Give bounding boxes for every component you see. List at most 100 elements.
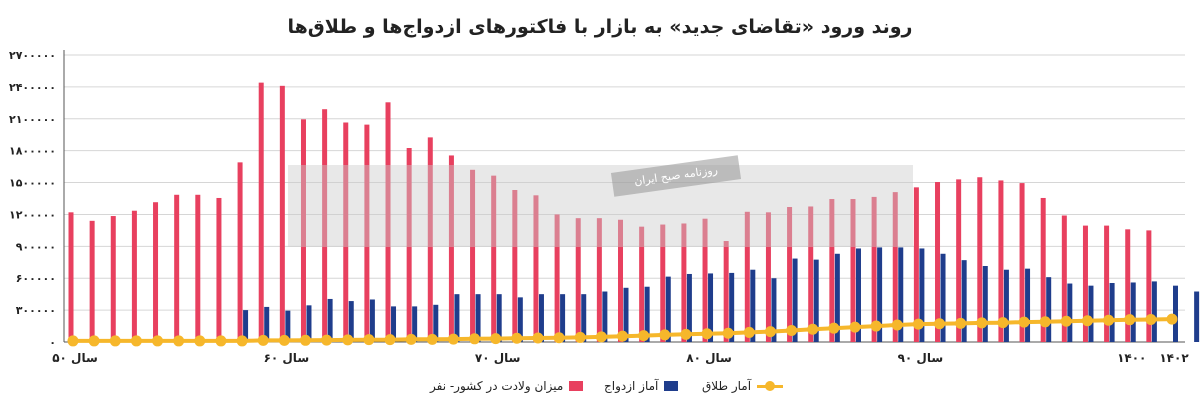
marriage-bar	[306, 305, 312, 342]
divorce-point	[828, 322, 840, 334]
y-tick-label: ۰	[49, 336, 56, 349]
marriage-bar	[454, 294, 460, 342]
divorce-point	[278, 334, 290, 346]
marriage-bar	[517, 297, 523, 342]
birth-bar	[681, 223, 687, 342]
x-tick-label: سال ۶۰	[264, 351, 310, 365]
birth-bar	[89, 220, 95, 342]
legend-item-births: میزان ولادت در کشور- نفر	[430, 376, 584, 396]
marriage-bar	[729, 272, 735, 342]
y-tick-label: ۲۷۰۰۰۰۰	[9, 49, 56, 62]
birth-bar	[892, 192, 898, 342]
birth-bar	[850, 199, 856, 342]
legend-swatch-divorces	[757, 381, 784, 391]
birth-bar	[702, 218, 708, 342]
legend-label-divorces: آمار طلاق	[702, 379, 752, 393]
divorce-point	[384, 334, 396, 346]
divorce-point	[997, 317, 1009, 329]
legend-item-divorces: آمار طلاق	[702, 376, 784, 396]
marriage-bar	[1067, 283, 1073, 342]
divorce-point	[109, 335, 121, 347]
birth-bar	[1146, 230, 1152, 342]
divorce-point	[912, 318, 924, 330]
divorce-point	[786, 325, 798, 337]
marriage-bar	[1046, 277, 1052, 342]
y-tick-label: ۹۰۰۰۰۰	[16, 240, 56, 253]
birth-bar	[322, 109, 328, 342]
marriage-bar	[919, 248, 925, 342]
birth-bar	[913, 187, 919, 342]
marriage-bar	[813, 259, 819, 342]
y-tick-label: ۲۴۰۰۰۰۰	[9, 81, 56, 94]
divorce-point	[659, 329, 671, 341]
birth-bar	[639, 226, 645, 342]
divorce-point	[1081, 315, 1093, 327]
birth-bar	[575, 218, 581, 342]
marriage-bar	[369, 299, 375, 342]
marriage-bar	[560, 294, 566, 342]
marriage-bar	[285, 310, 291, 342]
marriage-bar	[1130, 282, 1136, 342]
marriage-bar	[665, 276, 671, 342]
divorce-point	[1124, 314, 1136, 326]
birth-bar	[723, 241, 729, 342]
bar-layer	[68, 82, 1200, 343]
marriage-bar	[792, 258, 798, 342]
divorce-point	[532, 332, 544, 344]
divorce-point	[1145, 313, 1157, 325]
marriage-bar	[1194, 291, 1200, 342]
divorce-point	[617, 330, 628, 342]
marriage-bar	[1173, 285, 1178, 342]
birth-bar	[829, 199, 835, 342]
birth-bar	[660, 224, 666, 342]
divorce-point	[363, 334, 375, 346]
divorce-point	[67, 335, 79, 347]
divorce-point	[891, 319, 903, 331]
legend-item-marriages: آماز ازدواج	[604, 376, 679, 396]
birth-bar	[279, 85, 285, 342]
birth-bar	[1061, 215, 1067, 342]
birth-bar	[448, 155, 454, 342]
marriage-bar	[1151, 281, 1157, 342]
y-tick-label: ۲۱۰۰۰۰۰	[9, 113, 56, 126]
marriage-bar	[1109, 283, 1115, 342]
divorce-point	[701, 328, 713, 340]
birth-bar	[808, 206, 814, 342]
marriage-bar	[327, 298, 333, 342]
birth-bar	[174, 194, 180, 342]
birth-bar	[216, 197, 222, 342]
birth-bar	[956, 179, 962, 342]
birth-bar	[131, 210, 137, 342]
x-tick-label: سال ۷۰	[475, 351, 521, 365]
birth-bar	[300, 119, 306, 342]
divorce-point	[976, 317, 988, 329]
marriage-bar	[391, 306, 397, 342]
birth-bar	[1019, 183, 1025, 342]
marriage-bar	[708, 273, 714, 342]
divorce-point	[574, 331, 586, 343]
legend-label-marriages: آماز ازدواج	[604, 379, 659, 393]
divorce-point	[490, 333, 502, 345]
marriage-bar	[982, 265, 988, 342]
divorce-point	[299, 334, 311, 346]
marriage-bar	[940, 253, 946, 342]
birth-bar	[343, 122, 349, 343]
birth-bar	[470, 169, 476, 342]
divorce-point	[511, 332, 523, 344]
divorce-point	[152, 335, 164, 347]
y-tick-label: ۶۰۰۰۰۰	[16, 272, 56, 285]
marriage-bar	[898, 247, 904, 342]
marriage-bar	[433, 304, 439, 342]
divorce-point	[849, 321, 861, 333]
x-tick-label: سال ۹۰	[898, 351, 944, 365]
divorce-point	[955, 317, 967, 329]
marriage-bar	[1003, 269, 1009, 342]
divorce-point	[1018, 316, 1030, 328]
birth-bar	[364, 124, 370, 342]
divorce-point	[173, 335, 185, 347]
birth-bar	[491, 175, 497, 342]
divorce-point	[1060, 315, 1072, 327]
y-tick-label: ۱۸۰۰۰۰۰	[9, 145, 56, 158]
birth-bar	[765, 212, 771, 342]
x-tick-label: ۱۴۰۰	[1117, 351, 1146, 365]
